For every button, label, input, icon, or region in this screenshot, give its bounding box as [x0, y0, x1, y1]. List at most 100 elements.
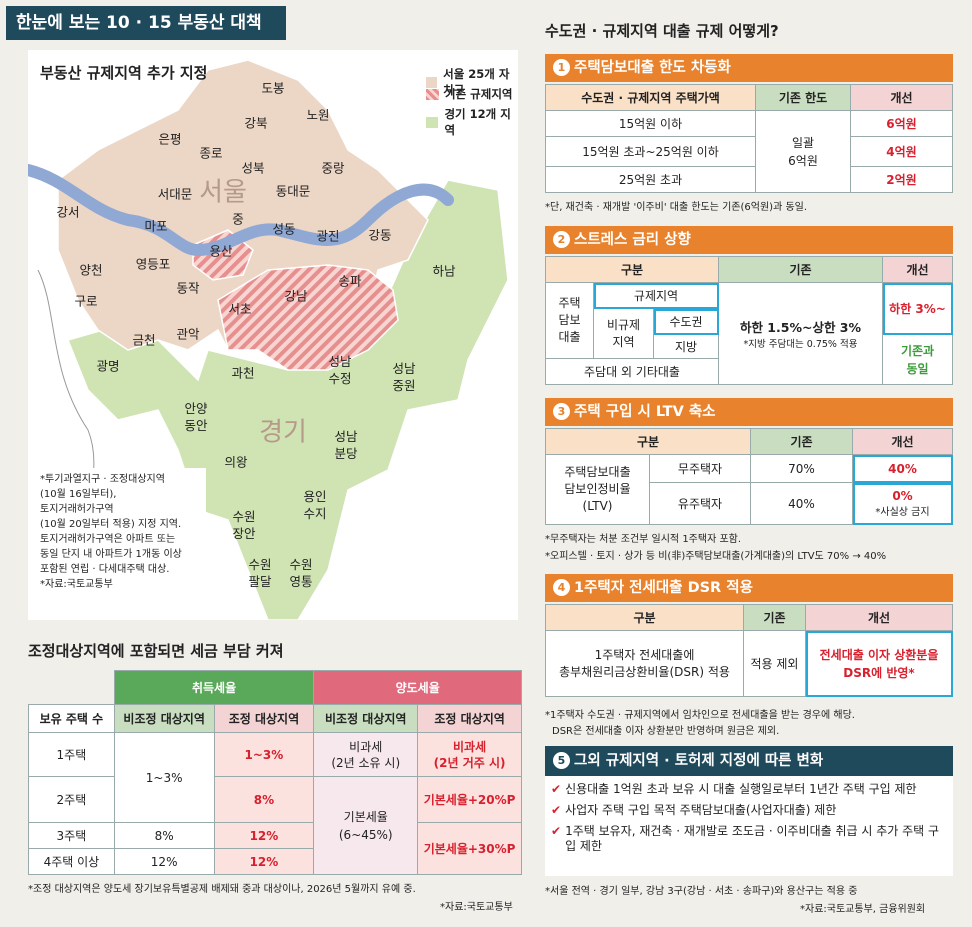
table-cell: 2억원	[850, 166, 953, 193]
district-label: 성남 분당	[334, 429, 358, 461]
section-1-table: 수도권 · 규제지역 주택가액 기존 한도 개선 15억원 이하 일괄 6억원 6…	[545, 84, 953, 193]
table-cell: 15억원 초과~25억원 이하	[545, 136, 756, 167]
list-item: ✔ 사업자 주택 구입 목적 주택담보대출(사업자대출) 제한	[551, 803, 837, 817]
section-5-source: *자료:국토교통부, 금융위원회	[800, 904, 926, 915]
district-label: 동대문	[275, 183, 311, 199]
section-number: 4	[553, 579, 570, 596]
table-header: 기존	[750, 428, 853, 455]
section-3-header: 3 주택 구입 시 LTV 축소	[545, 398, 953, 426]
district-label: 양천	[79, 262, 103, 278]
section-2-header: 2 스트레스 금리 상향	[545, 226, 953, 254]
section-number: 1	[553, 59, 570, 76]
table-cell: 주택담보대출 담보인정비율 (LTV)	[545, 454, 650, 525]
table-cell: 유주택자	[649, 482, 751, 525]
headline: 한눈에 보는 10 · 15 부동산 대책	[6, 6, 286, 40]
table-cell: 40%	[852, 454, 953, 483]
section-3-table: 구분 기존 개선 주택담보대출 담보인정비율 (LTV) 무주택자 70% 40% …	[545, 428, 953, 525]
table-cell: 40%	[750, 482, 853, 525]
district-label: 성동	[272, 221, 296, 237]
district-label: 서초	[228, 301, 252, 317]
district-label: 금천	[132, 332, 156, 348]
district-label: 동작	[176, 280, 200, 296]
tax-row-label: 2주택	[28, 776, 115, 823]
tax-cell: 8%	[113, 822, 215, 849]
district-label: 종로	[199, 145, 223, 161]
table-cell: 4억원	[850, 136, 953, 167]
district-label: 수원 영통	[289, 557, 313, 589]
legend-item-existing: 기존 규제지역	[426, 86, 512, 102]
table-header: 구분	[545, 428, 751, 455]
tax-group-acquisition: 취득세율	[113, 670, 315, 705]
legend-item-gyeonggi: 경기 12개 지역	[426, 106, 518, 138]
tax-cell: 비과세 (2년 거주 시)	[417, 732, 522, 777]
table-header: 개선	[882, 256, 953, 283]
note-line: (10월 20일부터 적용) 지정 지역.	[40, 519, 182, 530]
district-label: 안양 동안	[184, 401, 208, 433]
district-label: 광명	[96, 358, 120, 374]
tax-header: 조정 대상지역	[417, 704, 522, 733]
tax-header: 조정 대상지역	[213, 704, 315, 733]
section-4-note: *1주택자 수도권 · 규제지역에서 임차인으로 전세대출을 받는 경우에 해당…	[545, 710, 855, 721]
section-title: 스트레스 금리 상향	[574, 232, 691, 248]
district-label: 의왕	[224, 454, 248, 470]
district-label: 영등포	[135, 256, 171, 272]
table-cell: 주담대 외 기타대출	[545, 358, 719, 385]
tax-header: 비조정 대상지역	[313, 704, 419, 733]
tax-cell: 12%	[213, 848, 315, 875]
district-label: 송파	[338, 273, 362, 289]
table-cell: 수도권	[653, 308, 719, 335]
section-5-header: 5 그외 규제지역 · 토허제 지정에 따른 변화	[545, 746, 953, 776]
table-cell: 지방	[653, 334, 719, 359]
table-header: 개선	[805, 604, 953, 631]
table-cell: 적용 제외	[743, 630, 806, 697]
table-header: 수도권 · 규제지역 주택가액	[545, 84, 756, 111]
check-icon: ✔	[551, 824, 562, 838]
section-4-note: DSR은 전세대출 이자 상환분만 반영하며 원금은 제외.	[552, 726, 780, 737]
section-number: 3	[553, 403, 570, 420]
section-4-header: 4 1주택자 전세대출 DSR 적용	[545, 574, 953, 602]
tax-header: 보유 주택 수	[28, 704, 115, 733]
district-label: 용인 수지	[303, 489, 327, 521]
legend-label: 경기 12개 지역	[444, 107, 511, 137]
table-header: 구분	[545, 256, 719, 283]
note-line: 동일 단지 내 아파트가 1개동 이상	[40, 549, 182, 560]
section-title: 주택담보대출 한도 차등화	[574, 60, 731, 76]
section-3-note: *오피스텔 · 토지 · 상가 등 비(非)주택담보대출(가계대출)의 LTV도…	[545, 551, 887, 562]
tax-cell: 1~3%	[213, 732, 315, 777]
table-cell: 주택 담보 대출	[545, 282, 594, 359]
tax-cell: 기본세율+20%P	[417, 776, 522, 823]
note-line: 포함된 연립 · 다세대주택 대상.	[40, 564, 170, 575]
table-cell: 규제지역	[593, 282, 719, 309]
tax-cell: 1~3%	[113, 732, 215, 823]
table-cell: 전세대출 이자 상환분을 DSR에 반영*	[805, 630, 953, 697]
table-header: 개선	[850, 84, 953, 111]
district-label: 광진	[316, 228, 340, 244]
section-number: 2	[553, 231, 570, 248]
tax-cell: 8%	[213, 776, 315, 823]
legend-swatch	[426, 116, 439, 128]
map-note: *투기과열지구 · 조정대상지역 (10월 16일부터), 토지거래허가구역 (…	[36, 468, 206, 618]
section-3-note: *무주택자는 처분 조건부 일시적 1주택자 포함.	[545, 534, 742, 545]
section-2-table: 구분 기존 개선 주택 담보 대출 규제지역 하한 1.5%~상한 3% *지방 주담…	[545, 256, 953, 385]
district-label: 성남 수정	[328, 354, 352, 386]
table-cell: 70%	[750, 454, 853, 483]
table-cell: 일괄 6억원	[755, 110, 851, 193]
table-cell: 25억원 초과	[545, 166, 756, 193]
legend-swatch	[426, 76, 438, 88]
han-river	[22, 164, 454, 257]
district-label: 노원	[306, 107, 330, 123]
district-label: 성북	[241, 160, 265, 176]
section-title: 그외 규제지역 · 토허제 지정에 따른 변화	[574, 753, 824, 769]
table-cell: 1주택자 전세대출에 총부채원리금상환비율(DSR) 적용	[545, 630, 744, 697]
district-label: 수원 장안	[232, 509, 256, 541]
table-cell: 0% *사실상 금지	[852, 482, 953, 525]
district-label: 마포	[144, 218, 168, 234]
table-cell: 6억원	[850, 110, 953, 137]
existing-regulated-gangnam3	[217, 264, 399, 371]
district-label: 성남 중원	[392, 361, 416, 393]
section-4-table: 구분 기존 개선 1주택자 전세대출에 총부채원리금상환비율(DSR) 적용 적용…	[545, 604, 953, 697]
check-icon: ✔	[551, 803, 562, 817]
section-title: 1주택자 전세대출 DSR 적용	[574, 580, 753, 596]
tax-cell: 기본세율+30%P	[417, 822, 522, 875]
table-cell: 15억원 이하	[545, 110, 756, 137]
